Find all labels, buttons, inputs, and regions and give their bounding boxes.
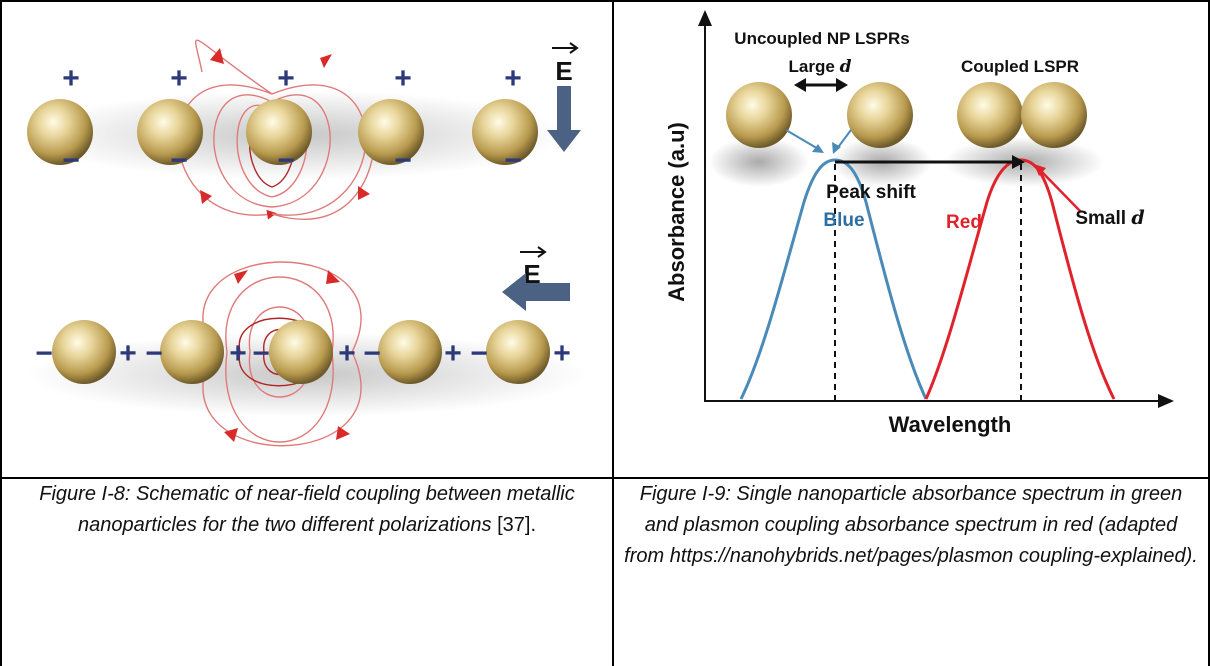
x-axis-arrow-icon [1158,394,1174,408]
top-row-vertical-polarization: + + + + + − − − − − E [27,39,581,221]
blue-absorbance-curve [739,158,928,400]
plus-charge: + [170,62,188,95]
nanoparticle [137,99,203,165]
minus-charge: − [504,144,522,177]
plus-charge: + [119,337,137,370]
table-row-divider [0,477,1210,479]
plus-charge: + [504,62,522,95]
absorbance-spectrum-figure: Absorbance (a.u) Wavelength Uncoupled NP… [664,10,1174,437]
large-d-label: Large d [789,57,852,77]
nanoparticle [486,320,550,384]
near-field-coupling-figure: + + + + + − − − − − E [27,39,587,447]
red-label: Red [946,212,982,233]
coupled-label: Coupled LSPR [961,57,1079,76]
nanoparticle [52,320,116,384]
minus-charge: − [35,337,53,370]
caption-left-reference: [37]. [497,514,537,536]
nanoparticle-right [847,82,913,148]
plus-charge: + [277,62,295,95]
peak-shift-arrow-icon [1012,155,1025,169]
double-arrow-left-icon [794,78,806,92]
small-d-pointer-icon [1034,164,1046,176]
blue-label: Blue [823,210,864,231]
e-field-label-top: E [555,56,572,86]
down-arrow-icon [547,86,581,152]
nanoparticle [246,99,312,165]
minus-charge: − [470,337,488,370]
minus-charge: − [145,337,163,370]
minus-charge: − [170,144,188,177]
minus-charge: − [62,144,80,177]
y-axis-arrow-icon [698,10,712,26]
y-axis-label: Absorbance (a.u) [664,122,689,302]
plus-charge: + [229,337,247,370]
nanoparticle [378,320,442,384]
nanoparticle-left [726,82,792,148]
peak-shift-label: Peak shift [826,182,916,203]
table-left-border [0,0,2,666]
plus-charge: + [444,337,462,370]
double-arrow-right-icon [836,78,848,92]
caption-right: Figure I-9: Single nanoparticle absorban… [622,479,1200,665]
plus-charge: + [553,337,571,370]
table-top-border [0,0,1210,2]
nanoparticle [27,99,93,165]
minus-charge: − [252,337,270,370]
uncoupled-label: Uncoupled NP LSPRs [734,29,909,48]
nanoparticle [472,99,538,165]
minus-charge: − [277,144,295,177]
minus-charge: − [363,337,381,370]
table-column-divider [612,0,614,666]
plus-charge: + [394,62,412,95]
coupled-nanoparticle [957,82,1023,148]
e-field-label-bottom: E [523,259,540,289]
nanoparticle [358,99,424,165]
nanoparticle [269,320,333,384]
left-arrow-icon [502,273,570,311]
coupled-nanoparticle [1021,82,1087,148]
x-axis-label: Wavelength [889,412,1012,437]
plus-charge: + [62,62,80,95]
nanoparticle [160,320,224,384]
bottom-row-horizontal-polarization: − + − + − + − + − + E [27,246,587,447]
caption-right-text: Figure I-9: Single nanoparticle absorban… [624,483,1198,567]
caption-left: Figure I-8: Schematic of near-field coup… [14,479,600,665]
small-d-label: Small d [1075,207,1144,229]
plus-charge: + [338,337,356,370]
caption-left-text: Figure I-8: Schematic of near-field coup… [39,483,575,536]
table-right-border [1208,0,1210,666]
minus-charge: − [394,144,412,177]
